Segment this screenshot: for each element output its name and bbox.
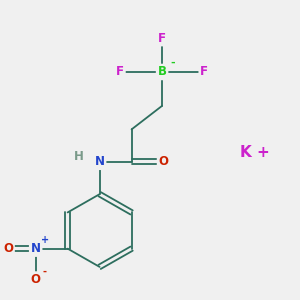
Text: O: O xyxy=(158,155,169,168)
Text: B: B xyxy=(158,65,166,79)
Text: F: F xyxy=(200,65,208,79)
Text: O: O xyxy=(3,242,13,255)
Text: -: - xyxy=(171,58,176,68)
Text: F: F xyxy=(158,32,166,45)
Text: N: N xyxy=(31,242,41,255)
Text: N: N xyxy=(94,155,105,168)
Text: F: F xyxy=(116,65,124,79)
Text: -: - xyxy=(43,266,47,276)
Text: H: H xyxy=(74,150,84,163)
Text: O: O xyxy=(31,273,41,286)
Text: +: + xyxy=(41,236,49,245)
Text: K +: K + xyxy=(240,146,270,160)
